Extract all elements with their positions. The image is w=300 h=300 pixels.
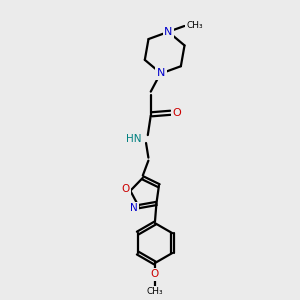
Text: HN: HN — [126, 134, 142, 144]
Text: O: O — [172, 108, 181, 118]
Text: O: O — [151, 269, 159, 279]
Text: N: N — [130, 203, 137, 213]
Text: CH₃: CH₃ — [147, 287, 163, 296]
Text: CH₃: CH₃ — [187, 21, 203, 30]
Text: O: O — [121, 184, 129, 194]
Text: N: N — [157, 68, 165, 79]
Text: N: N — [164, 27, 172, 37]
